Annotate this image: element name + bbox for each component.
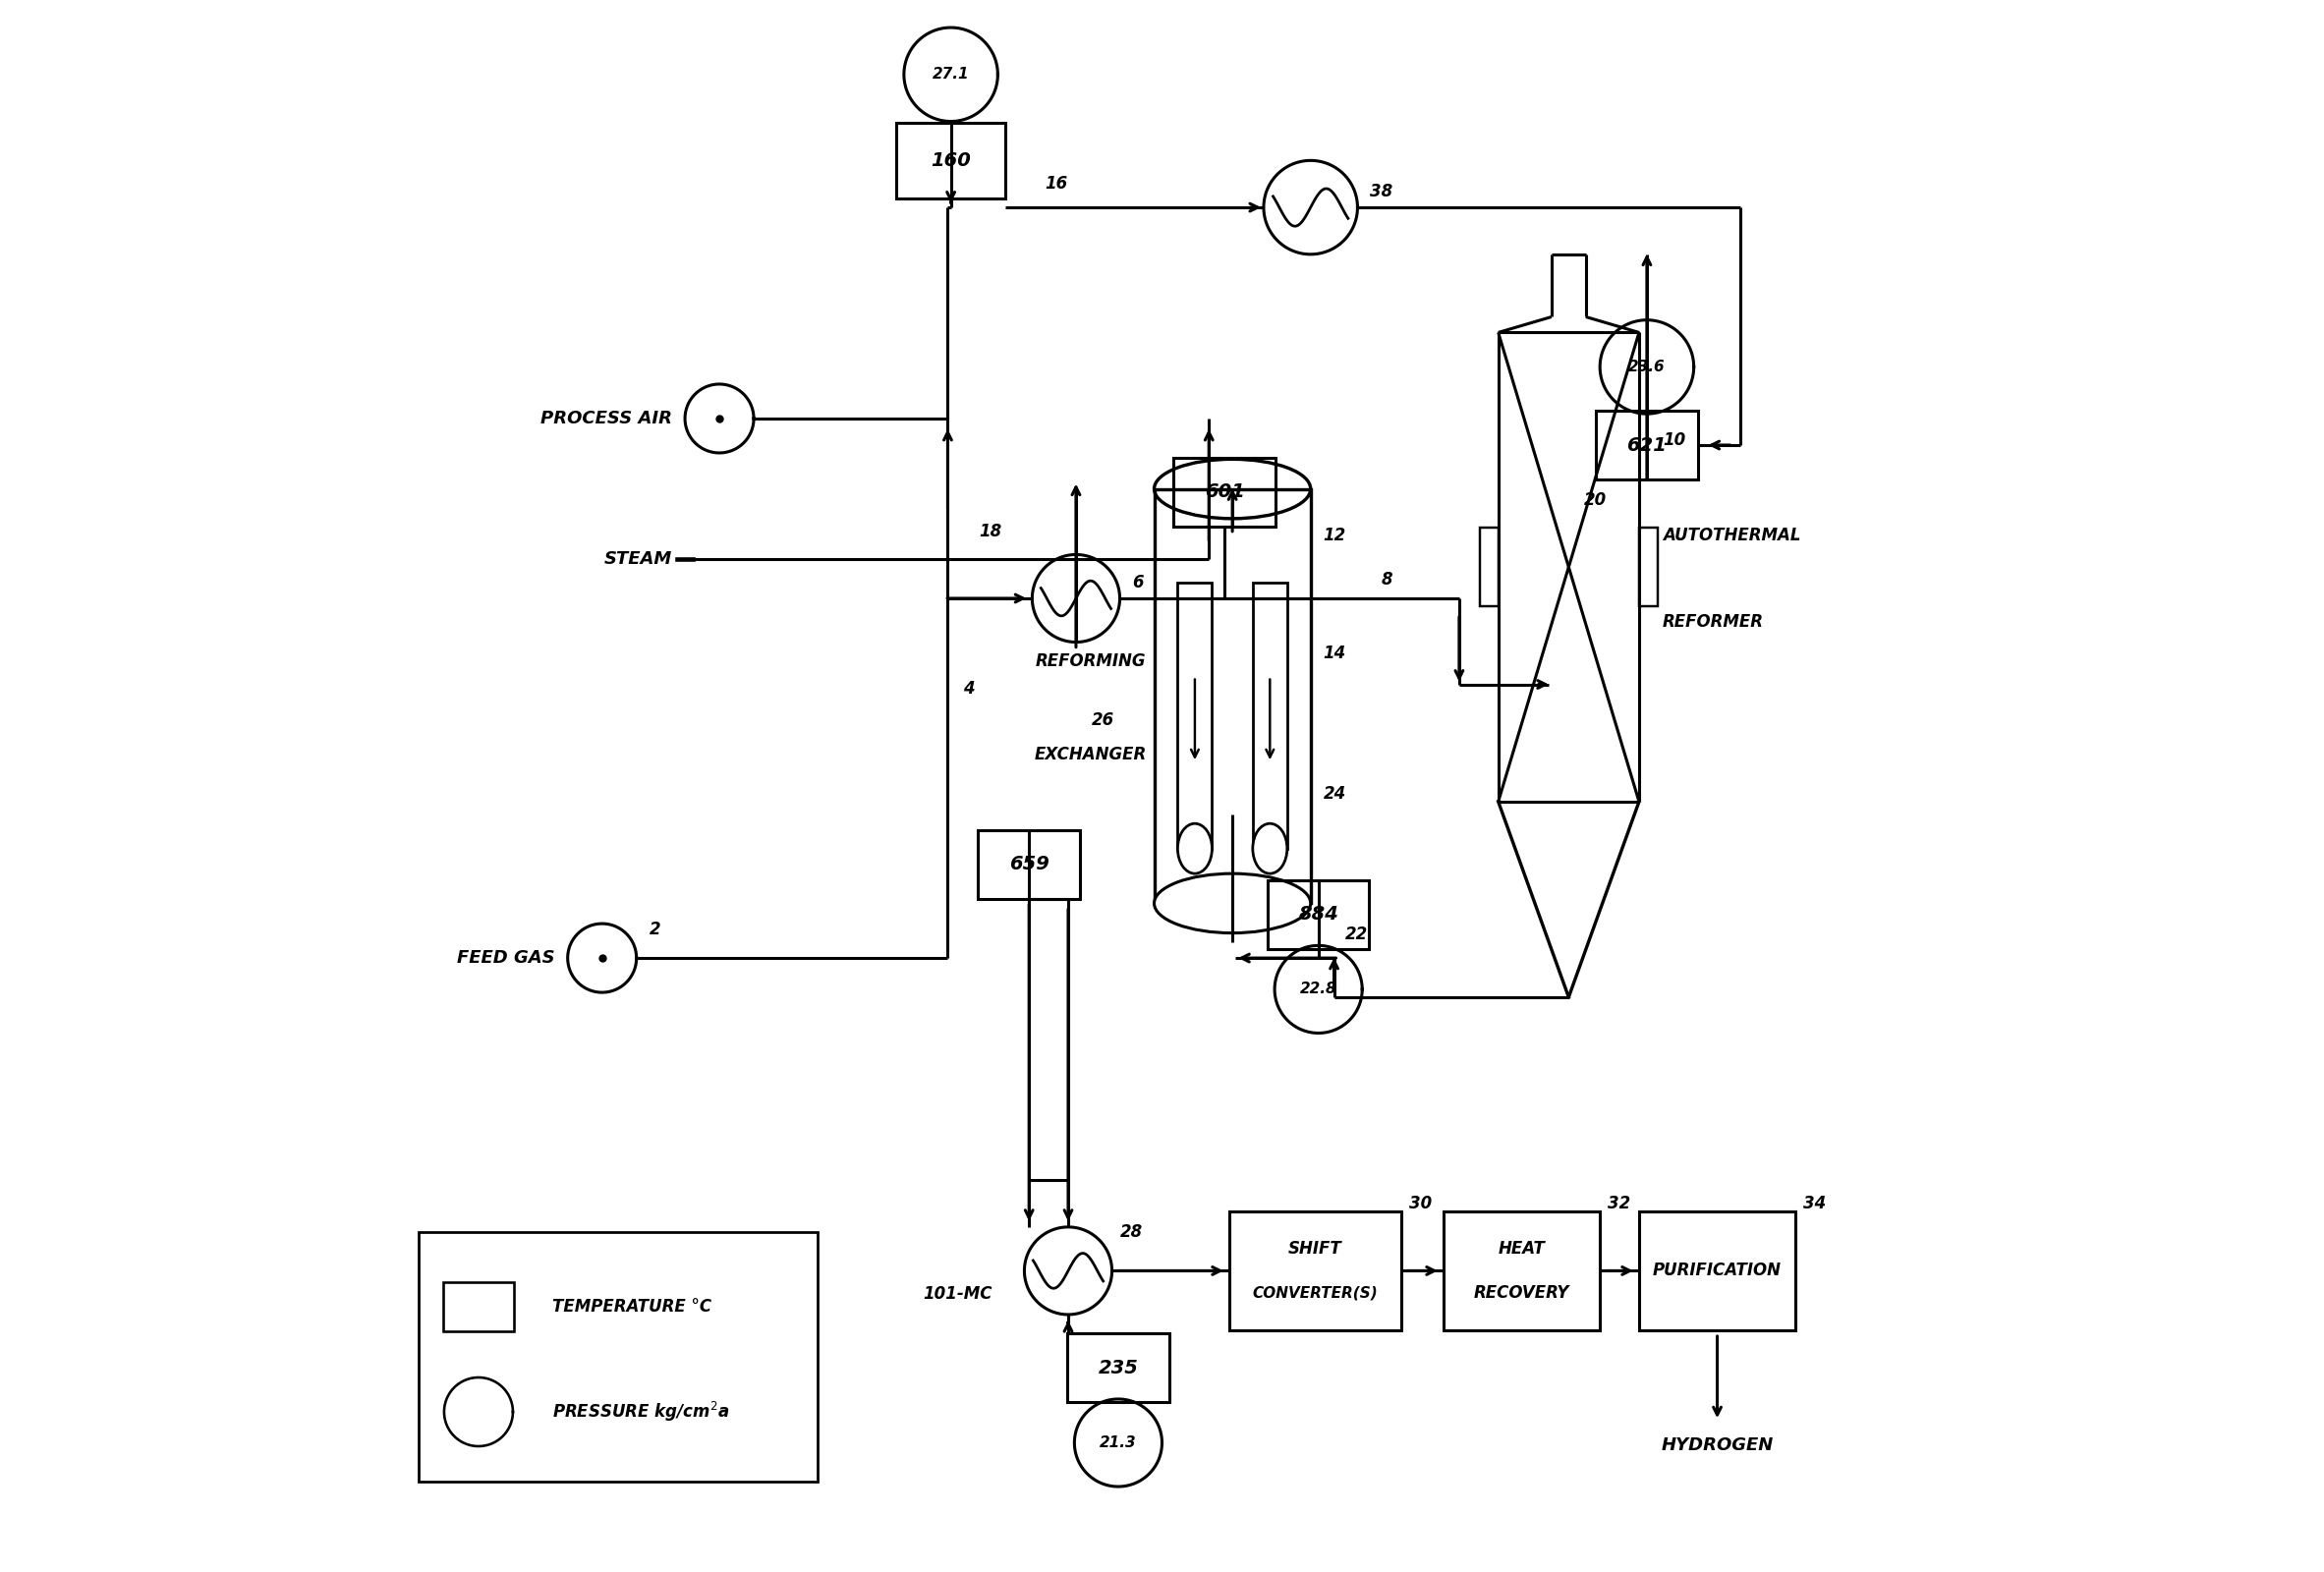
Bar: [897, 123, 1006, 198]
Bar: [1253, 583, 1287, 849]
Text: RECOVERY: RECOVERY: [1473, 1284, 1569, 1302]
Bar: [1155, 489, 1311, 904]
Bar: [1480, 528, 1499, 607]
Bar: [1178, 583, 1213, 849]
Text: 22: 22: [1346, 926, 1369, 943]
Text: 23.6: 23.6: [1629, 360, 1666, 374]
Text: 12: 12: [1322, 527, 1346, 544]
Text: 28: 28: [1120, 1223, 1143, 1240]
Text: 10: 10: [1662, 431, 1685, 450]
Text: 884: 884: [1299, 905, 1339, 924]
Text: REFORMER: REFORMER: [1662, 613, 1764, 630]
Text: 4: 4: [964, 679, 974, 696]
Text: 34: 34: [1803, 1195, 1827, 1212]
Text: HYDROGEN: HYDROGEN: [1662, 1437, 1773, 1454]
Bar: [418, 1232, 818, 1482]
Bar: [1067, 1333, 1169, 1402]
Ellipse shape: [1155, 874, 1311, 934]
Text: PROCESS AIR: PROCESS AIR: [541, 410, 672, 428]
Text: 18: 18: [978, 522, 1002, 539]
Text: TEMPERATURE °C: TEMPERATURE °C: [553, 1298, 711, 1316]
Text: 20: 20: [1583, 490, 1606, 509]
Bar: [978, 830, 1081, 899]
Text: PRESSURE kg/cm$^2$a: PRESSURE kg/cm$^2$a: [553, 1401, 730, 1424]
Text: REFORMING: REFORMING: [1037, 652, 1146, 670]
Bar: [1174, 457, 1276, 527]
Text: HEAT: HEAT: [1499, 1240, 1545, 1258]
Text: 26: 26: [1092, 712, 1116, 729]
Text: STEAM: STEAM: [604, 550, 672, 567]
Text: 14: 14: [1322, 645, 1346, 662]
Bar: [1443, 1212, 1599, 1330]
Text: 30: 30: [1408, 1195, 1432, 1212]
Text: 160: 160: [932, 151, 971, 170]
Text: CONVERTER(S): CONVERTER(S): [1253, 1286, 1378, 1300]
Bar: [444, 1281, 514, 1331]
Text: 16: 16: [1046, 174, 1067, 193]
Bar: [1638, 528, 1657, 607]
Bar: [1638, 1212, 1796, 1330]
Text: 601: 601: [1204, 483, 1246, 501]
Text: 27.1: 27.1: [932, 68, 969, 82]
Text: 2: 2: [648, 921, 660, 938]
Text: 659: 659: [1009, 855, 1048, 874]
Text: 21.3: 21.3: [1099, 1435, 1136, 1449]
Text: 6: 6: [1132, 574, 1143, 591]
Text: 38: 38: [1371, 182, 1392, 201]
Text: 101-MC: 101-MC: [923, 1286, 992, 1303]
Ellipse shape: [1253, 824, 1287, 874]
Text: AUTOTHERMAL: AUTOTHERMAL: [1662, 527, 1801, 544]
Text: 8: 8: [1380, 571, 1392, 588]
Text: FEED GAS: FEED GAS: [458, 949, 555, 967]
Text: PURIFICATION: PURIFICATION: [1652, 1262, 1783, 1280]
Text: SHIFT: SHIFT: [1287, 1240, 1343, 1258]
Bar: [1267, 880, 1369, 948]
Text: 32: 32: [1608, 1195, 1631, 1212]
Text: 24: 24: [1322, 784, 1346, 803]
Text: 235: 235: [1099, 1358, 1139, 1377]
Bar: [1597, 410, 1699, 479]
Text: 621: 621: [1627, 435, 1666, 454]
Text: EXCHANGER: EXCHANGER: [1034, 745, 1146, 764]
Bar: [1229, 1212, 1401, 1330]
Ellipse shape: [1178, 824, 1213, 874]
Text: 22.8: 22.8: [1299, 982, 1336, 997]
